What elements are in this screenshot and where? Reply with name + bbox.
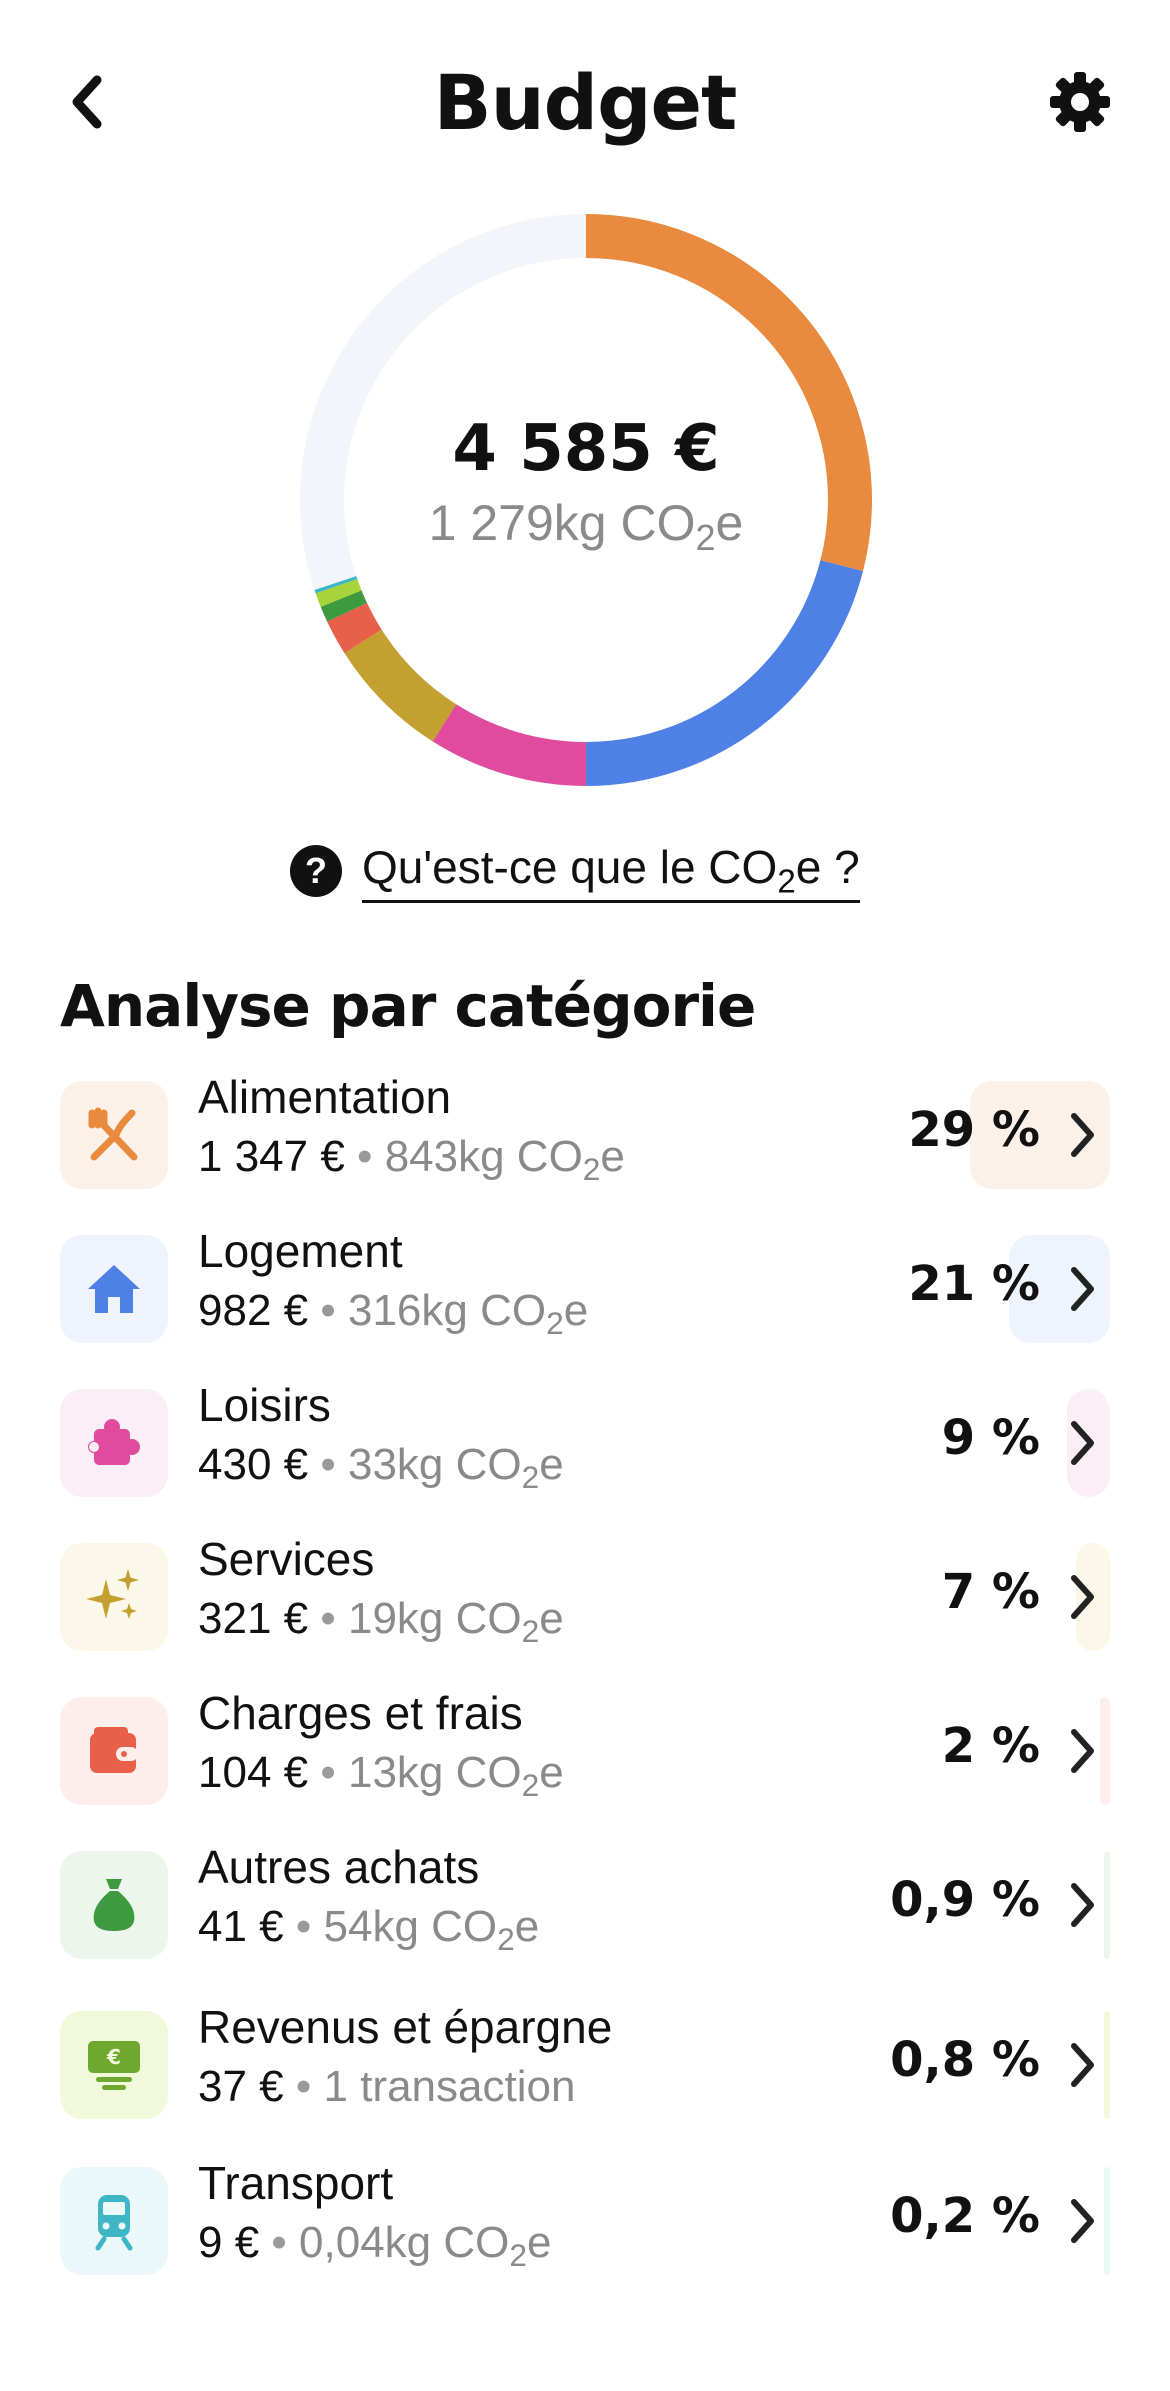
back-button[interactable] (52, 62, 122, 142)
category-subtitle: 430 € • 33kg CO2e (198, 1440, 564, 1495)
category-icon-box (60, 1697, 168, 1805)
section-title: Analyse par catégorie (60, 972, 756, 1040)
category-name: Charges et frais (198, 1687, 523, 1739)
chevron-right-icon (1054, 2037, 1110, 2093)
chevron-right-icon (1054, 1877, 1110, 1933)
chevron-right-icon (1054, 1107, 1110, 1163)
category-subtitle: 104 € • 13kg CO2e (198, 1748, 564, 1803)
category-percent: 0,9 % (890, 1872, 1040, 1928)
category-percent: 9 % (941, 1410, 1040, 1466)
svg-text:€: € (106, 2045, 121, 2069)
category-name: Logement (198, 1225, 403, 1277)
category-name: Revenus et épargne (198, 2001, 613, 2053)
category-row-charges-et-frais[interactable]: Charges et frais 104 € • 13kg CO2e 2 % (0, 1678, 1170, 1818)
category-subtitle: 41 € • 54kg CO2e (198, 1902, 540, 1957)
donut-slice-alimentation (300, 214, 872, 786)
category-percent: 29 % (908, 1102, 1040, 1158)
category-row-loisirs[interactable]: Loisirs 430 € • 33kg CO2e 9 % (0, 1370, 1170, 1510)
category-icon-box (60, 1389, 168, 1497)
category-row-alimentation[interactable]: Alimentation 1 347 € • 843kg CO2e 29 % (0, 1062, 1170, 1202)
chevron-right-icon (1054, 1569, 1110, 1625)
gear-icon (1050, 72, 1110, 132)
category-percent: 7 % (941, 1564, 1040, 1620)
category-icon-box (60, 1851, 168, 1959)
category-name: Transport (198, 2157, 394, 2209)
category-subtitle: 982 € • 316kg CO2e (198, 1286, 589, 1341)
header: Budget (0, 0, 1170, 210)
budget-donut-chart: 4 585 € 1 279kg CO2e (300, 214, 872, 786)
donut-slice-logement (300, 214, 872, 786)
page-title: Budget (433, 58, 738, 147)
category-name: Alimentation (198, 1071, 452, 1123)
category-icon-box (60, 2167, 168, 2275)
category-percent: 0,8 % (890, 2032, 1040, 2088)
house-icon (88, 1265, 140, 1313)
percent-bar (1100, 1697, 1110, 1805)
category-row-services[interactable]: Services 321 € • 19kg CO2e 7 % (0, 1524, 1170, 1664)
category-subtitle: 37 € • 1 transaction (198, 2062, 576, 2111)
chevron-right-icon (1054, 1415, 1110, 1471)
train-icon (95, 2195, 133, 2251)
percent-bar (1104, 2167, 1110, 2275)
category-icon-box (60, 1081, 168, 1189)
chevron-right-icon (1054, 1261, 1110, 1317)
settings-button[interactable] (1044, 66, 1116, 138)
wallet-icon (90, 1727, 138, 1773)
category-row-logement[interactable]: Logement 982 € • 316kg CO2e 21 % (0, 1216, 1170, 1356)
chevron-left-icon (72, 75, 102, 129)
category-percent: 2 % (941, 1718, 1040, 1774)
category-name: Autres achats (198, 1841, 480, 1893)
category-row-revenus-et-epargne[interactable]: € Revenus et épargne 37 € • 1 transactio… (0, 1992, 1170, 2132)
category-row-autres-achats[interactable]: Autres achats 41 € • 54kg CO2e 0,9 % (0, 1832, 1170, 1972)
category-icon-box (60, 1543, 168, 1651)
category-name: Loisirs (198, 1379, 331, 1431)
question-icon: ? (290, 845, 342, 897)
category-percent: 21 % (908, 1256, 1040, 1312)
banknote-icon: € (88, 2041, 140, 2090)
money-bag-icon (93, 1879, 135, 1931)
category-icon-box (60, 1235, 168, 1343)
donut-center: 4 585 € 1 279kg CO2e (300, 214, 872, 786)
percent-bar (970, 1081, 1110, 1189)
category-subtitle: 321 € • 19kg CO2e (198, 1594, 564, 1649)
category-percent: 0,2 % (890, 2188, 1040, 2244)
help-link-text: Qu'est-ce que le CO2e ? (362, 840, 860, 903)
fork-knife-icon (88, 1107, 138, 1161)
co2-help-link[interactable]: ? Qu'est-ce que le CO2e ? (290, 836, 860, 906)
chevron-right-icon (1054, 2193, 1110, 2249)
category-row-transport[interactable]: Transport 9 € • 0,04kg CO2e 0,2 % (0, 2148, 1170, 2288)
category-subtitle: 9 € • 0,04kg CO2e (198, 2218, 552, 2273)
percent-bar (1104, 1851, 1110, 1959)
total-amount: 4 585 € (452, 412, 720, 486)
category-name: Services (198, 1533, 375, 1585)
total-co2: 1 279kg CO2e (428, 495, 744, 559)
category-subtitle: 1 347 € • 843kg CO2e (198, 1132, 625, 1187)
percent-bar (1104, 2011, 1110, 2119)
category-icon-box: € (60, 2011, 168, 2119)
sparkles-icon (86, 1569, 139, 1619)
puzzle-icon (88, 1419, 140, 1465)
chevron-right-icon (1054, 1723, 1110, 1779)
